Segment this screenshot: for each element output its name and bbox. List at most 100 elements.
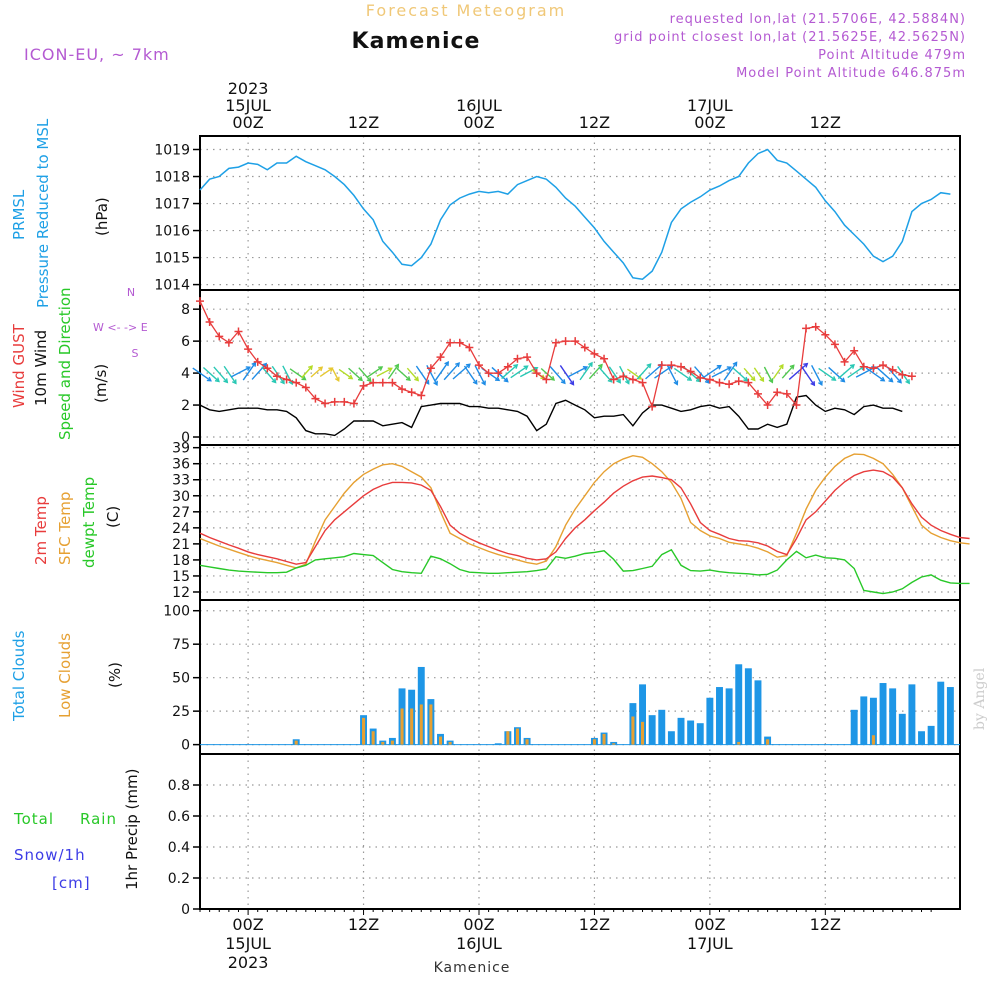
time-label: 12Z (579, 915, 610, 934)
gust-marker (330, 397, 339, 406)
p5-label-total: Total (13, 810, 54, 828)
wind-arrow-head (549, 375, 556, 381)
wind-arrow (301, 365, 313, 379)
y-tick-label: 12 (172, 585, 190, 601)
total-cloud-bar (937, 681, 945, 745)
wind-arrow-head (726, 366, 732, 371)
time-label: 00Z (463, 113, 494, 132)
gust-marker (398, 385, 407, 394)
gust-marker (436, 353, 445, 362)
wind-arrow-head (223, 378, 229, 384)
y-tick-label: 21 (172, 537, 190, 553)
wind-arrow (818, 367, 836, 381)
gust-marker (272, 372, 281, 381)
gust-marker (282, 375, 291, 384)
gust-marker (224, 338, 233, 347)
point-altitude: Point Altitude 479m (818, 48, 966, 63)
wind-arrow-head (523, 365, 529, 371)
wind-arrow (501, 364, 518, 380)
gust-marker (715, 378, 724, 387)
wind-arrow (673, 367, 692, 381)
y-tick-label: 0.4 (168, 840, 190, 856)
station-title: Kamenice (352, 29, 481, 54)
wind-arrow-head (743, 376, 749, 382)
gust-marker (561, 337, 570, 346)
total-cloud-bar (725, 688, 733, 745)
wind-arrow-head (433, 380, 438, 387)
time-label: 12Z (810, 113, 841, 132)
wind-arrow (289, 368, 306, 381)
requested-coords: requested lon,lat (21.5706E, 42.5884N) (670, 12, 966, 27)
panel-2: 0 2 4 6 8 (181, 289, 961, 446)
low-cloud-bar (371, 731, 375, 745)
time-label: 15JUL (225, 96, 271, 115)
total-cloud-bar (667, 731, 675, 745)
wind-arrow (387, 364, 399, 380)
low-cloud-bar (525, 739, 529, 745)
time-label: 17JUL (687, 934, 733, 953)
time-label: 00Z (463, 915, 494, 934)
time-label: 00Z (694, 113, 725, 132)
time-label: 16JUL (456, 96, 502, 115)
p2-label-wind: 10m Wind (32, 330, 50, 406)
wind-arrow (772, 364, 784, 379)
wind-arrow (763, 366, 773, 383)
time-label: 17JUL (687, 96, 733, 115)
y-tick-label: 75 (172, 637, 190, 653)
total-cloud-bar (639, 684, 646, 745)
p3-label-2m: 2m Temp (32, 496, 50, 565)
gust-marker (494, 369, 503, 378)
low-cloud-bar (592, 739, 596, 745)
panel4-labels: Total Clouds Low Clouds (%) (10, 630, 124, 722)
gust-marker (321, 399, 330, 408)
time-label: 12Z (348, 915, 379, 934)
low-cloud-bar (871, 735, 875, 745)
low-cloud-bar (602, 733, 606, 745)
gust-marker (580, 343, 589, 352)
wind-arrow (310, 366, 323, 378)
model-altitude: Model Point Altitude 646.875m (736, 66, 966, 81)
panel-frame (199, 753, 961, 910)
panel-frame (199, 289, 961, 446)
panel1-labels: PRMSL Pressure Reduced to MSL (hPa) (10, 118, 111, 308)
p2-compass-we: W <- -> E (93, 321, 148, 334)
wind-arrow-head (810, 381, 816, 387)
panels-layer: 1014101510161017101810190246812151821242… (154, 135, 970, 918)
wind-arrow-head (905, 379, 910, 385)
model-label: ICON-EU, ~ 7km (24, 45, 170, 64)
total-cloud-bar (687, 720, 695, 745)
total-cloud-bar (754, 680, 762, 745)
total-cloud-bar (716, 687, 723, 745)
wind-arrow (319, 367, 333, 378)
pressure-line (199, 148, 951, 280)
total-cloud-bar (879, 683, 887, 745)
wind-arrow (847, 365, 865, 379)
p2-label-gust: Wind GUST (10, 323, 28, 408)
y-tick-label: 1014 (154, 278, 190, 294)
y-tick-label: 24 (172, 521, 190, 537)
total-cloud-bar (696, 723, 704, 745)
gust-marker (600, 354, 609, 363)
wind-arrow (396, 367, 411, 381)
gust-marker (667, 361, 676, 370)
gust-marker (532, 369, 541, 378)
wind-arrow (549, 365, 566, 384)
wind-arrow (559, 365, 575, 385)
gust-marker (292, 378, 301, 387)
gust-marker (340, 397, 349, 406)
gust-marker (446, 338, 455, 347)
y-tick-label: 1015 (154, 251, 190, 267)
total-cloud-bar (744, 668, 752, 745)
gust-marker (677, 362, 686, 371)
wind-arrow-head (503, 377, 509, 383)
low-cloud-bar (612, 743, 616, 745)
gust-marker (744, 378, 753, 387)
panel-5: 0 0.2 0.4 0.6 0.8 (168, 753, 961, 918)
p4-label-unit: (%) (106, 662, 124, 688)
low-cloud-bar (381, 741, 385, 745)
gust-marker (821, 330, 830, 339)
gust-marker (253, 357, 262, 366)
wind-arrow-head (280, 379, 285, 385)
gridpoint-coords: grid point closest lon,lat (21.5625E, 42… (614, 30, 966, 45)
wind-arrow (711, 366, 732, 378)
